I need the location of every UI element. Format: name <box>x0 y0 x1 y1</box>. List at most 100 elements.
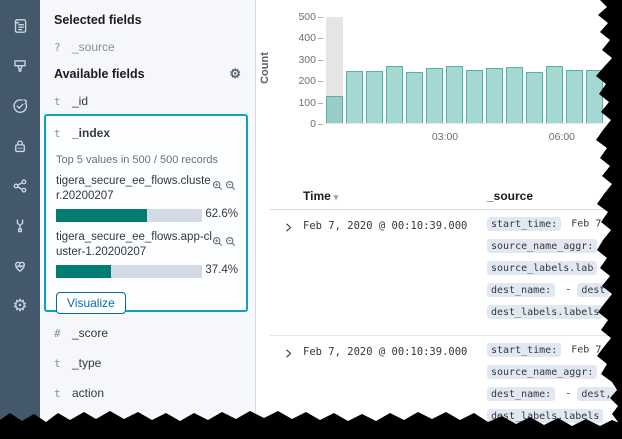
nav-item-pipeline[interactable] <box>8 54 32 78</box>
table-header-row: Time ▾ _source <box>270 183 622 210</box>
lock-icon <box>11 137 29 155</box>
row-source-value: start_time: Feb 7 source_name_aggr:source… <box>487 217 622 327</box>
available-fields-heading: Available fields ⚙ <box>52 62 249 86</box>
histogram-bar[interactable] <box>446 66 463 123</box>
y-tick-label: 100 <box>298 96 316 109</box>
histogram-bar[interactable] <box>366 71 383 123</box>
field-item-partial[interactable]: # <box>52 408 255 438</box>
y-tick-label: 200 <box>298 75 316 88</box>
visualize-button[interactable]: Visualize <box>56 292 126 314</box>
nav-item-uptime[interactable] <box>8 94 32 118</box>
nav-item-wrench[interactable] <box>8 214 32 238</box>
available-fields-list: t _id <box>52 86 249 116</box>
field-item-action[interactable]: t action <box>52 378 255 408</box>
field-type-icon: # <box>54 416 61 430</box>
field-value: - <box>565 284 572 296</box>
available-fields-list-below: # _score t _type t action # <box>40 318 255 438</box>
field-value: Feb 7, <box>571 344 608 356</box>
source-column-header: _source <box>487 189 534 203</box>
field-index-name: _index <box>72 126 111 140</box>
value-percent-bar <box>56 265 202 278</box>
row-time-value: Feb 7, 2020 @ 00:10:39.000 <box>303 346 468 358</box>
field-item-_type[interactable]: t _type <box>52 348 255 378</box>
field-type-icon: t <box>54 94 61 108</box>
field-type-icon: # <box>54 326 61 340</box>
field-type-icon: t <box>54 126 61 140</box>
selected-fields-heading: Selected fields <box>52 8 249 32</box>
row-source-value: start_time: Feb 7, source_name_aggr: dest_… <box>487 343 622 431</box>
index-field-details-panel: t _index Top 5 values in 500 / 500 recor… <box>44 114 248 314</box>
time-column-header[interactable]: Time ▾ <box>303 189 339 203</box>
top-values-summary: Top 5 values in 500 / 500 records <box>56 154 219 166</box>
field-key-badge: source_name_aggr: <box>487 239 598 253</box>
app-nav-bar: ⚙ <box>0 0 40 439</box>
field-settings-gear-icon[interactable]: ⚙ <box>229 66 241 81</box>
logs-icon <box>11 17 29 35</box>
documents-table: Time ▾ _source Feb 7, 2020 @ 00:10:39.000… <box>270 183 622 439</box>
field-item-_score[interactable]: # _score <box>52 318 255 348</box>
histogram-bar[interactable] <box>586 70 603 123</box>
filter-out-value-icon[interactable] <box>225 180 236 191</box>
y-tick-label: 300 <box>298 53 316 66</box>
nav-item-logs[interactable] <box>8 14 32 38</box>
filter-for-value-icon[interactable] <box>212 180 223 191</box>
histogram-bar[interactable] <box>506 66 523 123</box>
histogram-bar[interactable] <box>346 71 363 123</box>
field-item-_id[interactable]: t _id <box>52 86 249 116</box>
value-percent-label: 62.6% <box>205 208 238 220</box>
selected-fields-label: Selected fields <box>54 13 142 27</box>
field-name: _score <box>72 326 109 340</box>
y-tick-label: 400 <box>298 32 316 45</box>
expand-row-chevron-icon[interactable] <box>270 217 303 327</box>
field-key-badge: dest_labels.labels <box>487 409 604 423</box>
hits-histogram: Count 0 100 200 300 400 500 03:00 06:00 <box>256 0 622 150</box>
field-item-_source[interactable]: ? _source <box>52 32 249 62</box>
field-key-badge: start_time: <box>487 217 562 231</box>
document-row-0: Feb 7, 2020 @ 00:10:39.000 start_time: Fe… <box>270 210 622 336</box>
uptime-icon <box>11 97 29 115</box>
nav-item-graph[interactable] <box>8 174 32 198</box>
histogram-bar[interactable] <box>486 68 503 123</box>
y-tick-label: 500 <box>298 11 316 23</box>
field-value: Feb 7 <box>571 218 602 230</box>
field-type-icon: t <box>54 386 61 400</box>
histogram-bar[interactable] <box>546 65 563 123</box>
field-name: _type <box>72 356 102 370</box>
filter-for-value-icon[interactable] <box>212 236 223 247</box>
x-tick-label: 03:00 <box>431 131 459 143</box>
field-name: _source <box>72 40 115 54</box>
histogram-plot-area[interactable] <box>325 17 605 124</box>
top-value-label: tigera_secure_ee_flows.cluster.20200207 <box>56 175 211 202</box>
histogram-bar[interactable] <box>466 69 483 123</box>
graph-icon <box>11 177 29 195</box>
top-value-label: tigera_secure_ee_flows.app-cluster-1.202… <box>56 231 212 258</box>
y-tick-label: 0 <box>310 118 316 130</box>
table-body: Feb 7, 2020 @ 00:10:39.000 start_time: Fe… <box>270 210 622 439</box>
field-type-icon: ? <box>54 40 61 54</box>
field-name: action <box>72 386 105 400</box>
histogram-bar[interactable] <box>526 71 543 123</box>
pipeline-icon <box>11 57 29 75</box>
wrench-icon <box>11 217 29 235</box>
field-key-badge: dest <box>577 283 610 297</box>
filter-out-value-icon[interactable] <box>225 236 236 247</box>
top-value-0: tigera_secure_ee_flows.cluster.20200207 6… <box>56 174 238 222</box>
nav-item-gear[interactable]: ⚙ <box>8 294 32 318</box>
nav-item-lock[interactable] <box>8 134 32 158</box>
field-key-badge: source_labels.lab <box>487 261 598 275</box>
field-key-badge: dest_name: <box>487 283 556 297</box>
field-key-badge: dest_name: <box>487 387 556 401</box>
nav-item-heartbeat[interactable] <box>8 254 32 278</box>
field-key-badge: start_time: <box>487 343 562 357</box>
field-index-header[interactable]: t _index <box>54 122 238 144</box>
histogram-bar[interactable] <box>326 95 343 123</box>
histogram-bar[interactable] <box>386 65 403 123</box>
histogram-bar[interactable] <box>406 72 423 123</box>
histogram-bar[interactable] <box>426 68 443 123</box>
x-tick-label: 06:00 <box>548 131 576 143</box>
document-row-1: Feb 7, 2020 @ 00:10:39.000 start_time: Fe… <box>270 336 622 439</box>
expand-row-chevron-icon[interactable] <box>270 343 303 431</box>
top-value-1: tigera_secure_ee_flows.app-cluster-1.202… <box>56 230 238 278</box>
histogram-bar[interactable] <box>566 70 583 123</box>
